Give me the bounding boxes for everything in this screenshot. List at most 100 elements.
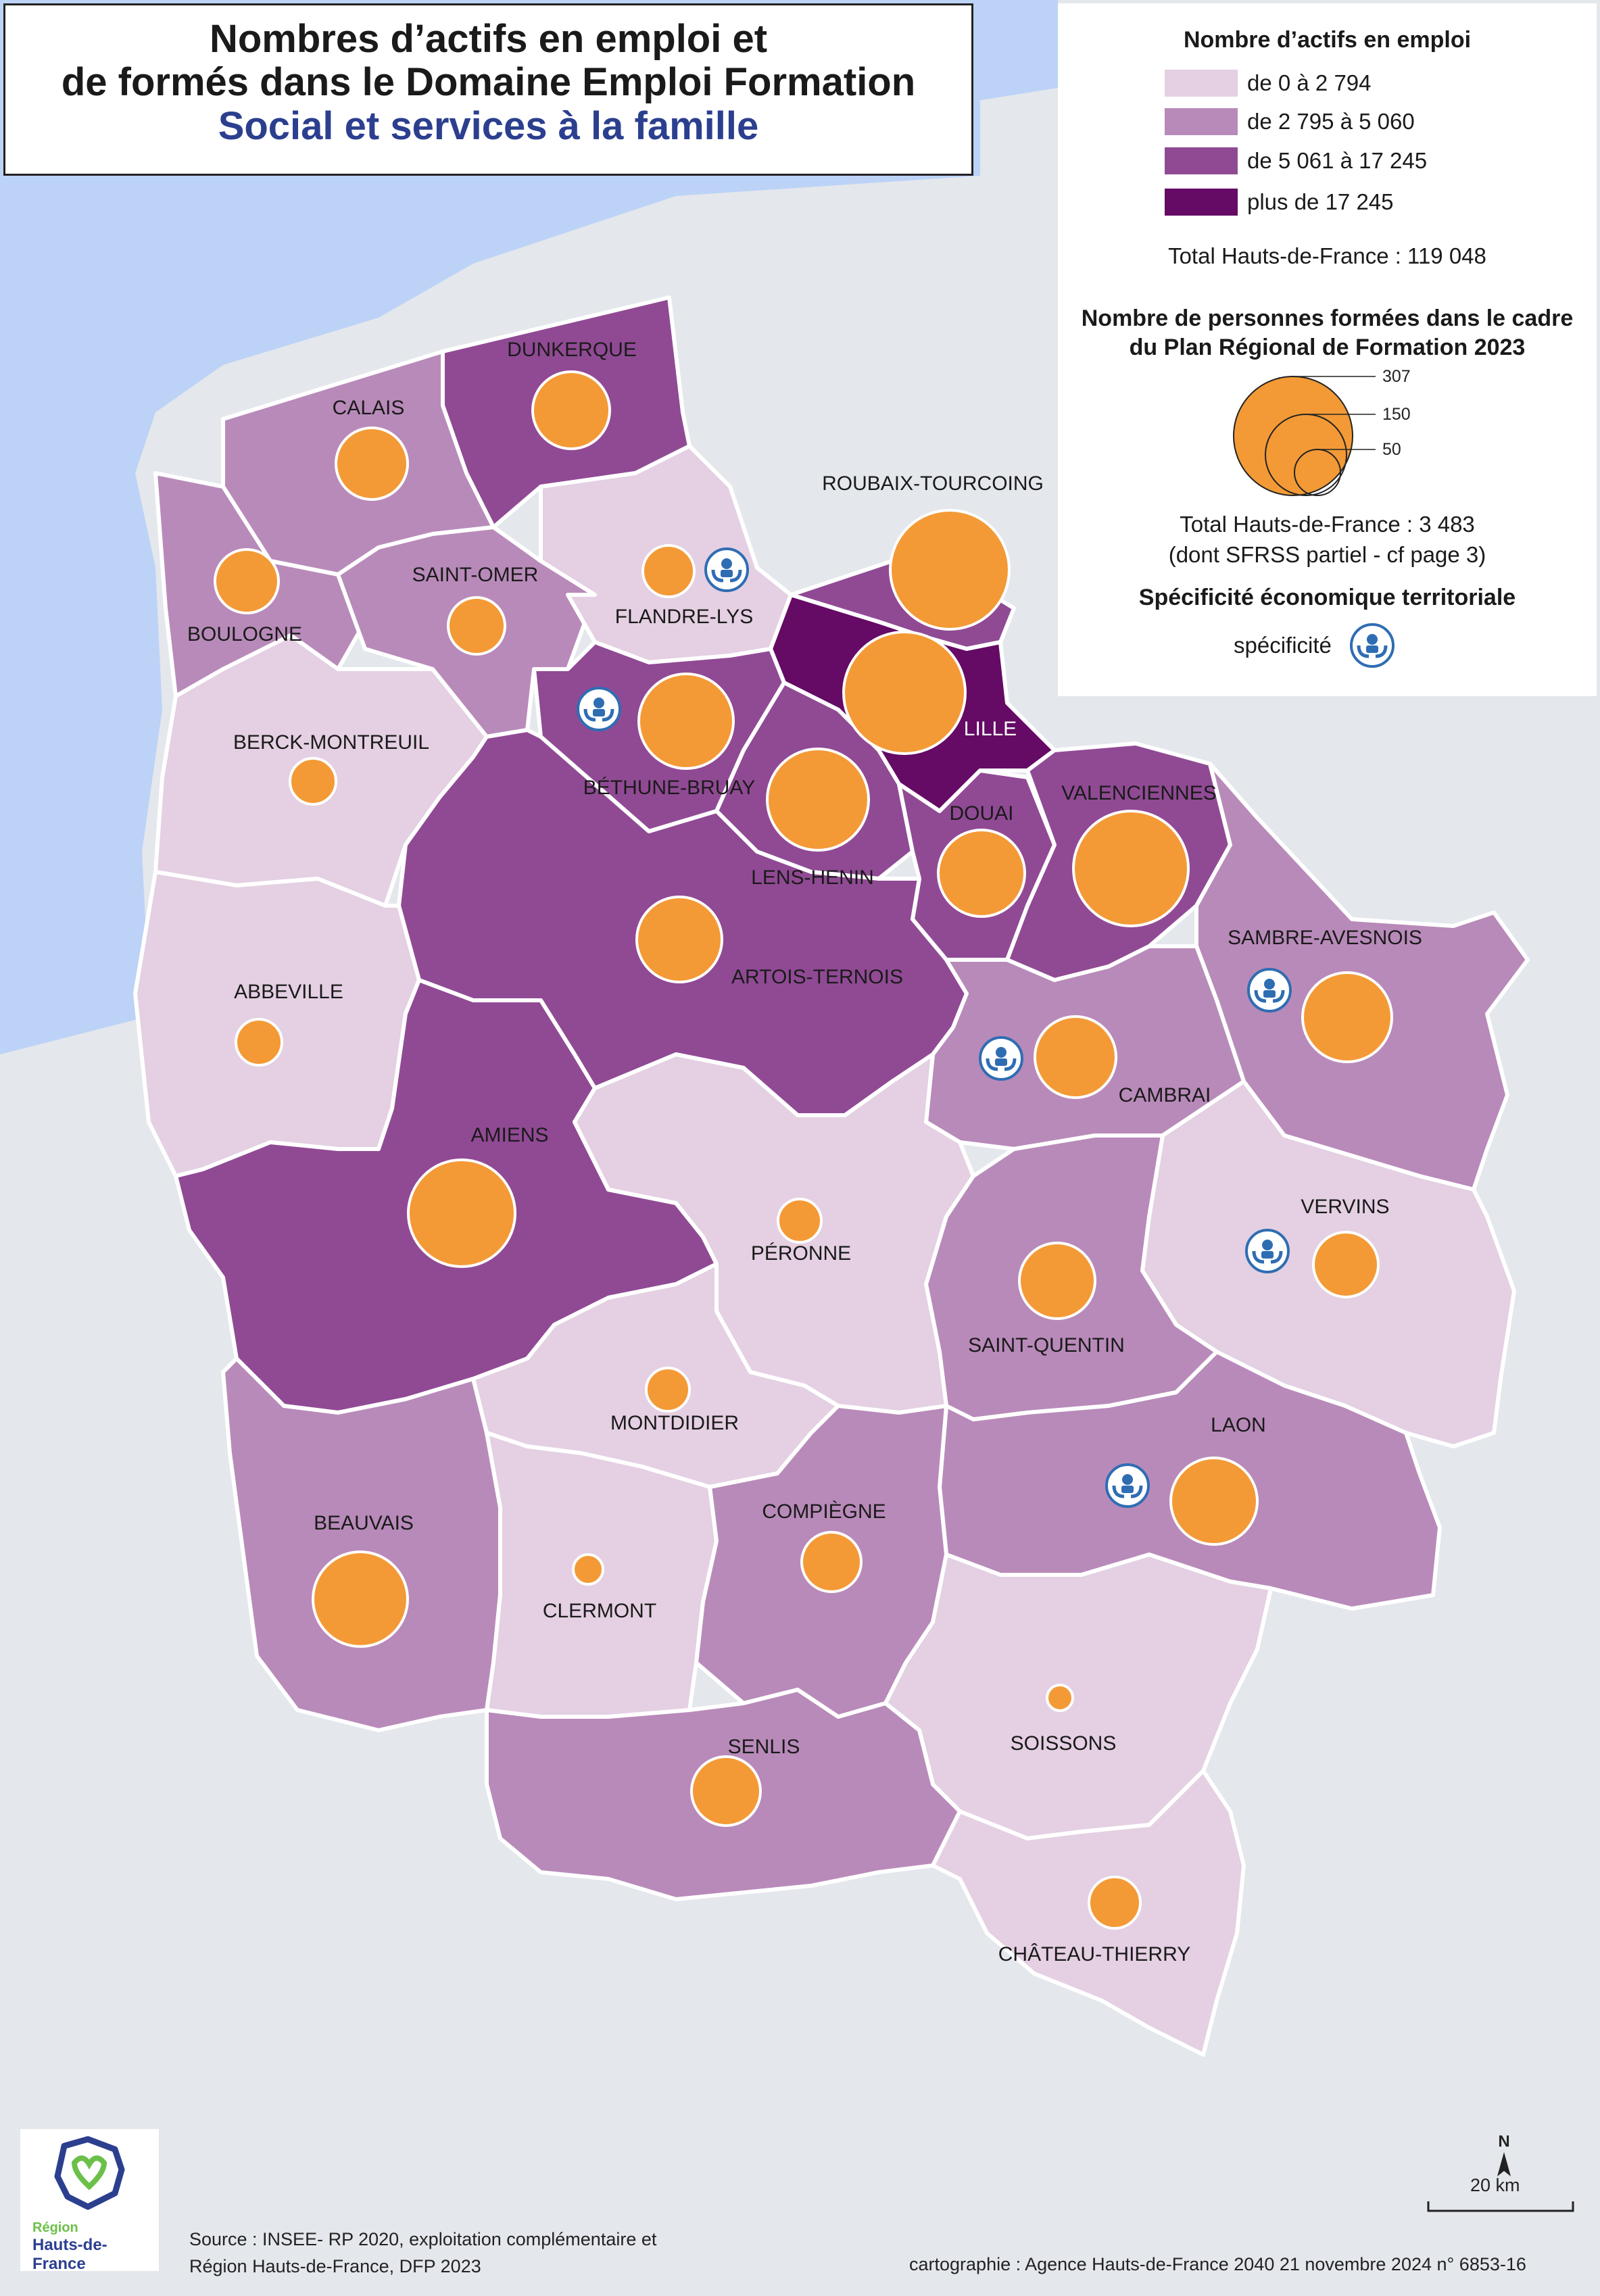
label-dunkerque: DUNKERQUE (507, 339, 637, 361)
label-roubaix-tourcoing: ROUBAIX-TOURCOING (822, 472, 1044, 495)
legend-circle-label-50: 50 (1382, 440, 1401, 459)
circle-lille (842, 631, 967, 755)
circle-peronne (777, 1198, 823, 1244)
label-peronne: PÉRONNE (751, 1242, 851, 1265)
circle-soissons (1046, 1684, 1074, 1712)
specificite-icon-bethune-bruay (577, 687, 621, 731)
legend-swatch-4 (1165, 189, 1238, 216)
circle-montdidier (645, 1367, 691, 1413)
circle-flandre-lys (641, 544, 696, 598)
circle-chateau-thierry (1088, 1876, 1142, 1930)
label-sambre-avesnois: SAMBRE-AVESNOIS (1228, 927, 1422, 949)
circle-calais (335, 426, 409, 501)
label-cambrai: CAMBRAI (1119, 1084, 1211, 1106)
legend-class-3-label: de 5 061 à 17 245 (1247, 148, 1428, 173)
scale-label: 20 km (1470, 2175, 1520, 2195)
label-berck-montreuil: BERCK-MONTREUIL (233, 731, 429, 754)
circle-saint-omer (447, 596, 506, 656)
label-calais: CALAIS (333, 397, 405, 419)
title-line-2: de formés dans le Domaine Emploi Formati… (61, 60, 916, 104)
circle-laon (1169, 1457, 1259, 1546)
label-bethune-bruay: BÉTHUNE-BRUAY (583, 777, 755, 799)
legend-specificite-row: spécificité (1234, 632, 1332, 659)
label-vervins: VERVINS (1301, 1196, 1389, 1218)
circle-bethune-bruay (637, 673, 735, 770)
label-clermont: CLERMONT (543, 1600, 656, 1622)
legend-class-1-label: de 0 à 2 794 (1247, 70, 1372, 95)
legend-specificite-icon (1350, 623, 1395, 668)
legend-box: Nombre d’actifs en emploi de 0 à 2 794 d… (1058, 3, 1597, 696)
legend-class-2: de 2 795 à 5 060 (1165, 108, 1415, 135)
label-valenciennes: VALENCIENNES (1061, 782, 1217, 804)
label-compiegne: COMPIÈGNE (762, 1500, 886, 1523)
circle-dunkerque (531, 370, 611, 450)
sea (0, 0, 980, 1054)
credit-line: cartographie : Agence Hauts-de-France 20… (909, 2254, 1526, 2274)
zone-chateau-thierry[interactable] (931, 1769, 1246, 2057)
legend-formes-total: Total Hauts-de-France : 3 483 (1180, 512, 1475, 537)
label-saint-quentin: SAINT-QUENTIN (968, 1334, 1125, 1357)
legend-circle-label-307: 307 (1382, 368, 1411, 386)
circle-valenciennes (1072, 810, 1190, 927)
circle-compiegne (800, 1531, 863, 1593)
legend-swatch-3 (1165, 147, 1238, 174)
label-saint-omer: SAINT-OMER (412, 564, 539, 586)
label-chateau-thierry: CHÂTEAU-THIERRY (998, 1943, 1190, 1965)
title-subtitle: Social et services à la famille (218, 104, 759, 148)
france-heart-icon (54, 2136, 125, 2210)
legend-actifs-title: Nombre d’actifs en emploi (1183, 27, 1472, 53)
scale-bar (1427, 2201, 1574, 2212)
legend-swatch-1 (1165, 70, 1238, 97)
specificite-icon-flandre-lys (704, 547, 749, 592)
title-box: Nombres d’actifs en emploi et de formés … (3, 3, 973, 176)
zone-abbeville[interactable] (133, 870, 421, 1178)
circle-vervins (1312, 1231, 1380, 1298)
label-abbeville: ABBEVILLE (234, 981, 343, 1003)
north-label: N (1498, 2132, 1509, 2151)
logo-line-2: Hauts-de-France (32, 2236, 107, 2273)
legend-circle-scale: 307 150 50 (1233, 368, 1411, 496)
legend-swatch-2 (1165, 108, 1238, 135)
legend-specificite-title: Spécificité économique territoriale (1138, 585, 1516, 610)
label-artois-ternois: ARTOIS-TERNOIS (731, 966, 903, 988)
specificite-icon-sambre-avesnois (1247, 968, 1292, 1012)
legend-formes-title-1: Nombre de personnes formées dans le cadr… (1081, 306, 1574, 331)
legend-actifs-total: Total Hauts-de-France : 119 048 (1168, 243, 1486, 268)
circle-roubaix-tourcoing (889, 509, 1011, 631)
circle-saint-quentin (1018, 1242, 1096, 1320)
circle-douai (937, 829, 1026, 918)
legend-circle-307 (1233, 376, 1353, 496)
legend-class-3: de 5 061 à 17 245 (1165, 147, 1428, 174)
circle-clermont (572, 1553, 604, 1586)
title-line-1: Nombres d’actifs en emploi et (209, 17, 768, 61)
circle-beauvais (312, 1550, 409, 1648)
circle-senlis (690, 1755, 762, 1827)
circle-lens-henin (766, 748, 870, 852)
sea-strip-top (973, 0, 1058, 101)
label-flandre-lys: FLANDRE-LYS (615, 606, 754, 628)
circle-abbeville (235, 1018, 283, 1067)
legend-specificite-label: spécificité (1234, 633, 1332, 658)
source-line-2: Région Hauts-de-France, DFP 2023 (189, 2256, 481, 2276)
specificite-icon-vervins (1245, 1229, 1290, 1273)
specificite-icon-cambrai (979, 1036, 1023, 1081)
label-senlis: SENLIS (728, 1736, 800, 1758)
specificite-icons (577, 547, 1292, 1508)
legend-class-1: de 0 à 2 794 (1165, 70, 1372, 97)
circle-sambre-avesnois (1301, 971, 1393, 1063)
label-boulogne: BOULOGNE (187, 623, 302, 645)
circle-amiens (407, 1158, 516, 1268)
label-beauvais: BEAUVAIS (314, 1512, 414, 1534)
legend-formes-note: (dont SFRSS partiel - cf page 3) (1168, 542, 1486, 567)
legend-class-4: plus de 17 245 (1165, 189, 1394, 216)
circle-berck-montreuil (289, 757, 337, 806)
logo-line-1: Région (32, 2220, 78, 2235)
label-lens-henin: LENS-HENIN (751, 866, 874, 889)
label-montdidier: MONTDIDIER (610, 1412, 739, 1434)
specificite-icon-laon (1105, 1463, 1150, 1508)
label-douai: DOUAI (949, 802, 1013, 825)
zone-beauvais[interactable] (221, 1357, 502, 1732)
legend-circle-label-150: 150 (1382, 405, 1411, 424)
label-laon: LAON (1211, 1414, 1266, 1436)
